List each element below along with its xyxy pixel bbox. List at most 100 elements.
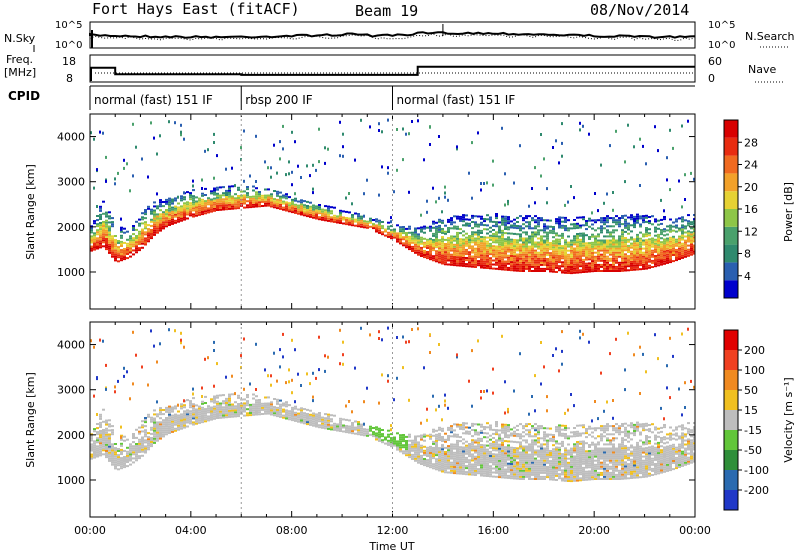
velocity-cell bbox=[225, 408, 228, 411]
power-cell bbox=[285, 193, 288, 196]
power-cell bbox=[414, 239, 417, 242]
velocity-cell bbox=[309, 421, 312, 424]
power-cell bbox=[318, 218, 321, 221]
velocity-cell bbox=[435, 460, 438, 463]
power-cell bbox=[162, 217, 165, 220]
velocity-cell bbox=[111, 449, 114, 452]
velocity-cell bbox=[252, 403, 255, 406]
power-cell bbox=[504, 256, 507, 259]
velocity-cell bbox=[432, 430, 435, 433]
power-cell bbox=[123, 258, 126, 261]
power-cell bbox=[660, 263, 663, 266]
velocity-cell bbox=[120, 451, 123, 453]
power-cell bbox=[288, 196, 291, 199]
power-cell bbox=[594, 243, 597, 246]
velocity-cell bbox=[450, 425, 453, 428]
velocity-cell bbox=[180, 417, 183, 420]
power-cell bbox=[117, 260, 120, 263]
power-cell bbox=[105, 213, 108, 216]
velocity-cell bbox=[525, 457, 528, 460]
velocity-cell bbox=[132, 433, 135, 435]
power-cell bbox=[669, 236, 672, 239]
velocity-cell bbox=[327, 419, 330, 422]
velocity-cell bbox=[519, 447, 522, 450]
velocity-cell bbox=[201, 417, 204, 419]
velocity-cell bbox=[450, 463, 453, 466]
power-cell bbox=[573, 269, 576, 272]
velocity-cell bbox=[519, 455, 522, 458]
velocity-cell bbox=[519, 443, 522, 446]
power-cell bbox=[420, 246, 423, 249]
power-cell bbox=[489, 236, 492, 239]
velocity-cell bbox=[456, 441, 459, 444]
power-cell bbox=[567, 229, 570, 232]
velocity-cell bbox=[444, 451, 447, 453]
power-cell bbox=[528, 270, 531, 272]
power-cell bbox=[471, 265, 474, 268]
velocity-cell bbox=[153, 425, 156, 428]
velocity-cell bbox=[432, 428, 435, 431]
power-cell bbox=[456, 254, 459, 257]
power-cell bbox=[597, 255, 600, 258]
power-cell bbox=[465, 224, 468, 227]
power-cell bbox=[420, 250, 423, 253]
velocity-cell bbox=[147, 442, 150, 445]
power-cell bbox=[642, 261, 645, 264]
power-cell bbox=[222, 206, 225, 209]
velocity-cell bbox=[276, 402, 279, 405]
velocity-cell bbox=[498, 461, 501, 464]
power-cell bbox=[522, 261, 525, 264]
power-cell bbox=[666, 241, 669, 244]
power-cell bbox=[534, 219, 537, 222]
power-cell bbox=[270, 199, 273, 202]
velocity-cell bbox=[285, 413, 288, 416]
velocity-cell bbox=[105, 452, 108, 455]
power-cell bbox=[483, 260, 486, 263]
velocity-cell bbox=[180, 413, 183, 416]
power-cell bbox=[516, 233, 519, 236]
power-cell bbox=[192, 215, 195, 218]
power-cell bbox=[684, 231, 687, 234]
power-cell bbox=[579, 271, 582, 274]
power-cell bbox=[573, 253, 576, 256]
power-cell bbox=[117, 254, 120, 257]
velocity-cell bbox=[489, 457, 492, 459]
velocity-cell bbox=[144, 433, 147, 436]
power-cell bbox=[471, 249, 474, 252]
power-cell bbox=[234, 197, 237, 200]
velocity-cell bbox=[297, 372, 299, 376]
power-cell bbox=[519, 229, 522, 232]
power-cell bbox=[510, 240, 513, 243]
power-cell bbox=[513, 269, 516, 272]
velocity-cell bbox=[471, 457, 474, 460]
power-cell bbox=[543, 270, 546, 272]
power-cell bbox=[558, 242, 561, 245]
power-cell bbox=[495, 261, 498, 264]
power-cell bbox=[231, 207, 234, 210]
power-cell bbox=[147, 205, 150, 208]
power-cell bbox=[669, 238, 672, 241]
power-cell bbox=[510, 232, 513, 235]
power-cell bbox=[606, 249, 609, 252]
power-cell bbox=[513, 253, 516, 256]
power-cell bbox=[417, 235, 420, 238]
velocity-cell bbox=[147, 446, 150, 449]
velocity-cell bbox=[414, 459, 417, 462]
power-cell bbox=[519, 253, 522, 256]
velocity-cell bbox=[204, 416, 207, 419]
power-cell bbox=[594, 235, 597, 238]
velocity-cell bbox=[456, 464, 459, 467]
power-cell bbox=[657, 246, 660, 249]
velocity-cell bbox=[255, 388, 257, 391]
velocity-cell bbox=[102, 429, 105, 431]
velocity-cell bbox=[102, 437, 105, 440]
power-cell bbox=[126, 246, 129, 249]
power-cell bbox=[552, 264, 555, 267]
velocity-cell bbox=[516, 447, 519, 450]
power-cell bbox=[141, 238, 144, 241]
power-cell bbox=[108, 241, 111, 244]
power-cell bbox=[648, 252, 651, 255]
velocity-cell bbox=[444, 438, 447, 441]
power-cell bbox=[549, 231, 552, 234]
velocity-cell bbox=[270, 409, 273, 412]
